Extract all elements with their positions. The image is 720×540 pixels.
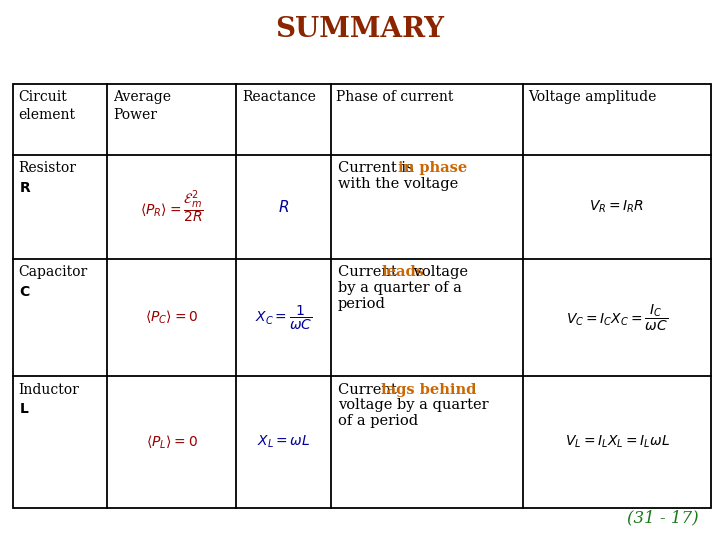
Text: by a quarter of a: by a quarter of a: [338, 281, 462, 295]
Text: Inductor
$\mathbf{L}$: Inductor $\mathbf{L}$: [19, 383, 79, 416]
Text: of a period: of a period: [338, 414, 418, 428]
Text: Voltage amplitude: Voltage amplitude: [528, 90, 657, 104]
Text: in phase: in phase: [397, 161, 467, 176]
Text: voltage by a quarter: voltage by a quarter: [338, 399, 488, 413]
Text: $V_R = I_R R$: $V_R = I_R R$: [590, 199, 644, 215]
Text: lags behind: lags behind: [382, 383, 477, 397]
Text: $\langle P_R\rangle = \dfrac{\mathcal{E}_m^{2}}{2R}$: $\langle P_R\rangle = \dfrac{\mathcal{E}…: [140, 188, 204, 225]
Text: period: period: [338, 296, 386, 310]
Text: leads: leads: [382, 265, 424, 279]
Text: with the voltage: with the voltage: [338, 177, 458, 191]
Text: $\langle P_C\rangle = 0$: $\langle P_C\rangle = 0$: [145, 309, 199, 326]
Text: voltage: voltage: [409, 265, 468, 279]
Text: Current: Current: [338, 265, 401, 279]
Text: $V_L = I_L X_L = I_L \omega L$: $V_L = I_L X_L = I_L \omega L$: [564, 434, 670, 450]
Text: Reactance: Reactance: [242, 90, 316, 104]
Text: $\langle P_L\rangle = 0$: $\langle P_L\rangle = 0$: [146, 433, 198, 451]
Text: (31 - 17): (31 - 17): [627, 510, 698, 526]
Text: Current: Current: [338, 383, 401, 397]
Text: $R$: $R$: [278, 199, 289, 215]
Text: Capacitor
$\mathbf{C}$: Capacitor $\mathbf{C}$: [19, 265, 88, 299]
Text: Current is: Current is: [338, 161, 418, 176]
Text: Average
Power: Average Power: [113, 90, 171, 123]
Text: Circuit
element: Circuit element: [19, 90, 76, 123]
Text: $X_L = \omega L$: $X_L = \omega L$: [257, 434, 310, 450]
Text: Resistor
$\mathbf{R}$: Resistor $\mathbf{R}$: [19, 161, 76, 195]
Text: $V_C = I_C X_C = \dfrac{I_C}{\omega C}$: $V_C = I_C X_C = \dfrac{I_C}{\omega C}$: [566, 302, 668, 333]
Text: $X_C = \dfrac{1}{\omega C}$: $X_C = \dfrac{1}{\omega C}$: [255, 303, 312, 332]
Text: Phase of current: Phase of current: [336, 90, 454, 104]
Text: SUMMARY: SUMMARY: [276, 16, 444, 43]
Bar: [13, 84, 711, 508]
